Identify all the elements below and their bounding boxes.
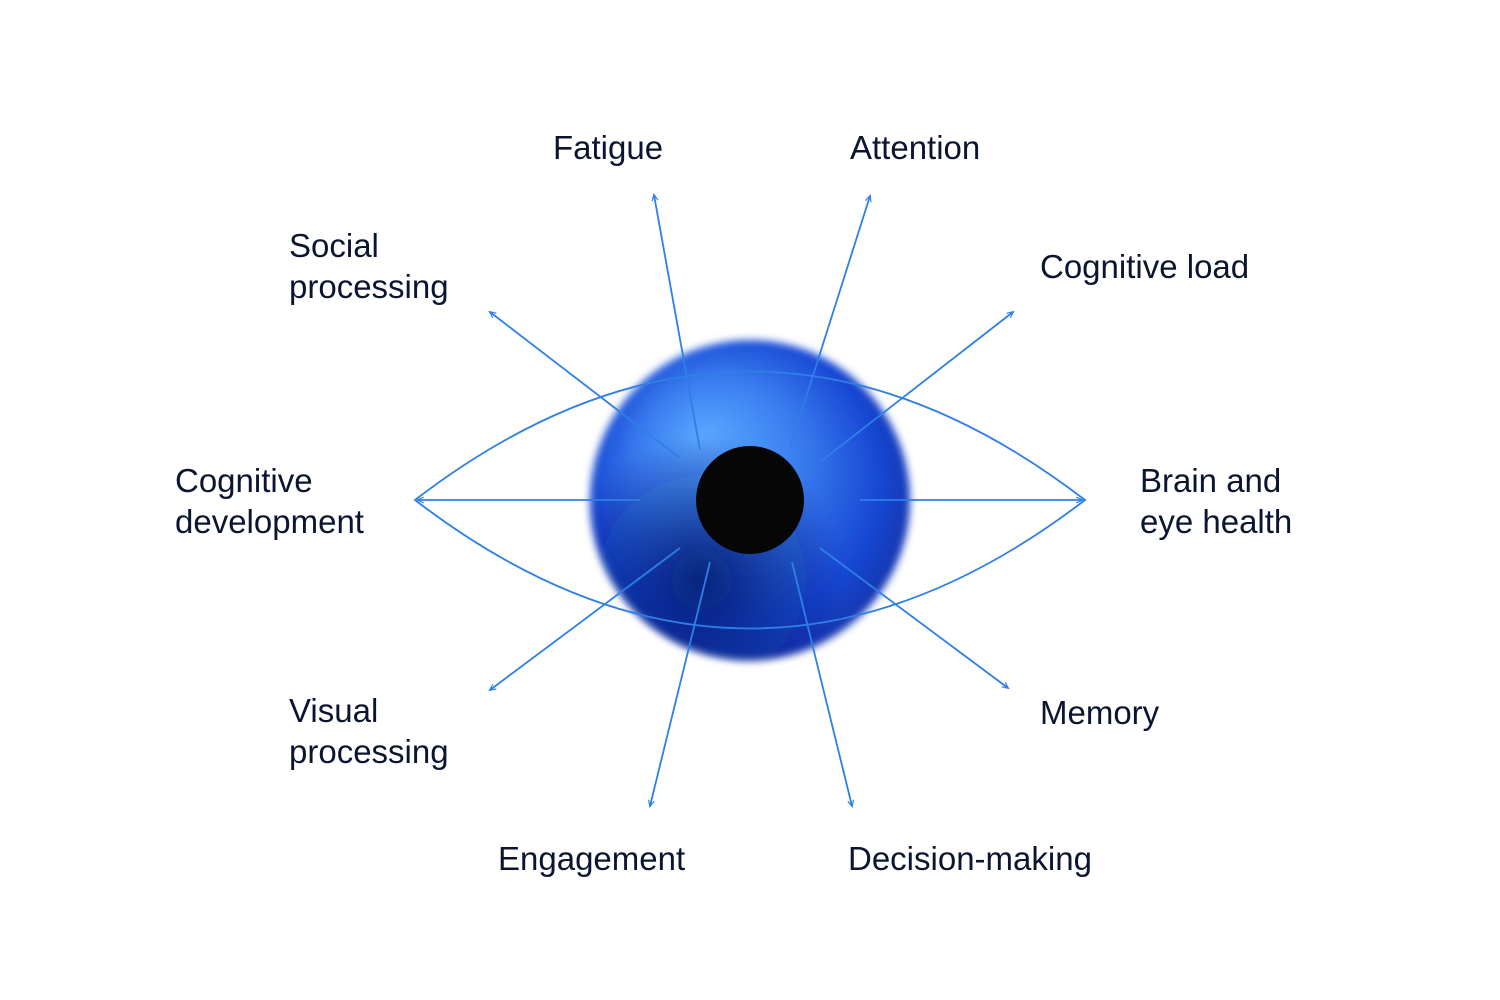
label-fatigue: Fatigue (553, 127, 663, 168)
label-cognitive_load: Cognitive load (1040, 246, 1249, 287)
label-attention: Attention (850, 127, 980, 168)
label-decision_making: Decision-making (848, 838, 1092, 879)
eye-pupil (696, 446, 804, 554)
label-cognitive_dev: Cognitive development (175, 460, 364, 543)
diagram-stage: Fatigue Attention Cognitive load Social pro… (0, 0, 1500, 1000)
label-social_processing: Social processing (289, 225, 449, 308)
label-memory: Memory (1040, 692, 1159, 733)
label-brain_eye_health: Brain and eye health (1140, 460, 1292, 543)
label-engagement: Engagement (498, 838, 685, 879)
label-visual_processing: Visual processing (289, 690, 449, 773)
